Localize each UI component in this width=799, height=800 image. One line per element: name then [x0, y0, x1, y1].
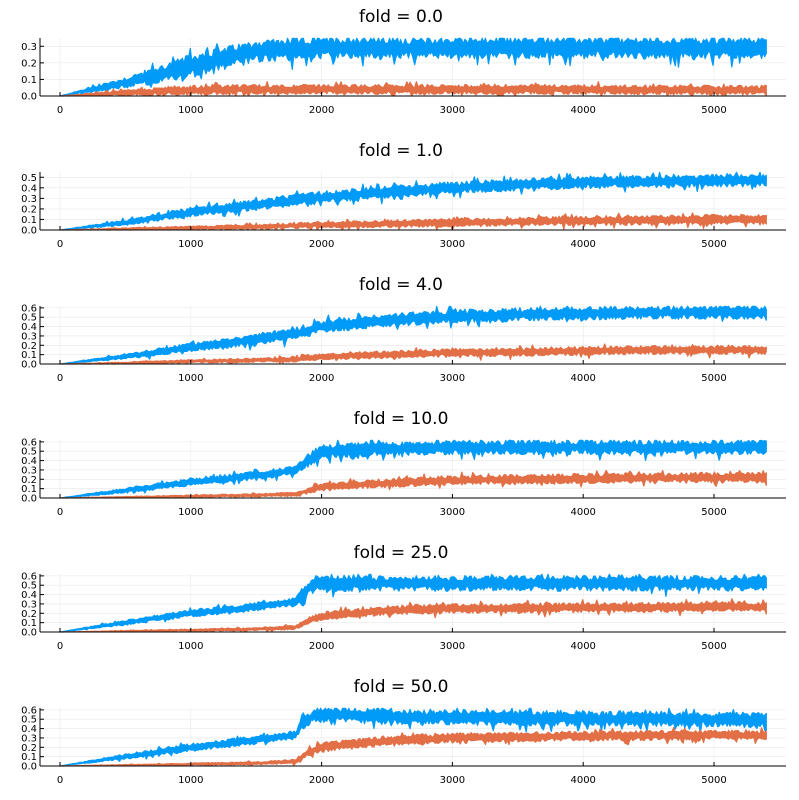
y-tick-label: 0.5 — [21, 447, 37, 458]
x-tick-label: 3000 — [440, 105, 465, 116]
y-tick-label: 0.0 — [21, 92, 37, 103]
x-tick-label: 1000 — [178, 641, 203, 652]
series-1-band — [59, 212, 767, 231]
x-tick-label: 2000 — [309, 775, 334, 786]
series-0-band — [59, 305, 767, 365]
subplot-title: fold = 25.0 — [354, 543, 449, 563]
y-tick-label: 0.6 — [21, 303, 37, 314]
y-tick-label: 0.2 — [21, 58, 37, 69]
y-tick-label: 0.0 — [21, 494, 37, 505]
series-1-band — [59, 81, 767, 97]
series-0-band — [59, 573, 767, 633]
x-tick-label: 4000 — [570, 641, 595, 652]
y-tick-label: 0.4 — [21, 456, 37, 467]
y-tick-label: 0.1 — [21, 75, 37, 86]
x-tick-label: 1000 — [178, 373, 203, 384]
y-tick-label: 0.1 — [21, 350, 37, 361]
subplot-2: fold = 4.0 0 1000 2000 3000 4000 5000 0.00.10.2… — [21, 275, 786, 384]
subplot-4: fold = 25.00 1000 2000 3000 4000 50000.00.10.… — [21, 543, 786, 652]
y-tick-label: 0.3 — [21, 733, 37, 744]
x-tick-label: 1000 — [178, 507, 203, 518]
series-0-band — [59, 707, 767, 767]
x-tick-label: 5000 — [701, 105, 726, 116]
x-tick-label: 3000 — [440, 239, 465, 250]
subplot-title: fold = 10.0 — [354, 409, 449, 429]
y-tick-label: 0.3 — [21, 465, 37, 476]
y-tick-label: 0.3 — [21, 599, 37, 610]
x-tick-label: 4000 — [570, 507, 595, 518]
x-tick-label: 5000 — [701, 507, 726, 518]
series-0-band — [59, 171, 767, 231]
y-tick-label: 0.0 — [21, 360, 37, 371]
series-1-band — [59, 726, 767, 767]
subplot-1: fold = 1.0 0 1000 2000 3000 4000 5000 0.00.10.2… — [21, 141, 786, 250]
x-tick-label: 3000 — [440, 641, 465, 652]
y-tick-label: 0.5 — [21, 173, 37, 184]
x-tick-label: 0 — [57, 239, 63, 250]
y-tick-label: 0.5 — [21, 715, 37, 726]
series-0-band — [59, 439, 767, 499]
x-tick-label: 5000 — [701, 239, 726, 250]
y-tick-label: 0.6 — [21, 705, 37, 716]
subplot-title: fold = 0.0 — [359, 7, 443, 27]
x-tick-label: 2000 — [309, 641, 334, 652]
x-tick-label: 5000 — [701, 641, 726, 652]
x-tick-label: 2000 — [309, 239, 334, 250]
y-tick-label: 0.1 — [21, 484, 37, 495]
series-1-band — [59, 598, 767, 633]
x-tick-label: 0 — [57, 373, 63, 384]
x-tick-label: 0 — [57, 775, 63, 786]
y-tick-label: 0.4 — [21, 183, 37, 194]
x-tick-label: 3000 — [440, 373, 465, 384]
y-tick-label: 0.4 — [21, 322, 37, 333]
y-tick-label: 0.3 — [21, 331, 37, 342]
y-tick-label: 0.1 — [21, 618, 37, 629]
y-tick-label: 0.0 — [21, 762, 37, 773]
y-tick-label: 0.3 — [21, 194, 37, 205]
x-tick-label: 5000 — [701, 775, 726, 786]
y-tick-label: 0.0 — [21, 226, 37, 237]
y-tick-label: 0.2 — [21, 204, 37, 215]
subplot-5: fold = 50.00 1000 2000 3000 4000 50000.00.10.… — [21, 677, 786, 786]
x-tick-label: 4000 — [570, 105, 595, 116]
series-1-band — [59, 469, 767, 499]
subplot-3: fold = 10.00 1000 2000 3000 4000 50000.00.10.… — [21, 409, 786, 518]
x-tick-label: 4000 — [570, 373, 595, 384]
y-tick-label: 0.3 — [21, 42, 37, 53]
subplot-title: fold = 50.0 — [354, 677, 449, 697]
subplot-title: fold = 1.0 — [359, 141, 443, 161]
subplot-0: fold = 0.0 0 1000 2000 3000 4000 5000 0.0 0.1 0.2… — [21, 7, 786, 116]
y-tick-label: 0.0 — [21, 628, 37, 639]
x-tick-label: 2000 — [309, 373, 334, 384]
x-tick-label: 4000 — [570, 775, 595, 786]
x-tick-label: 2000 — [309, 105, 334, 116]
series-1-band — [59, 343, 767, 365]
y-tick-label: 0.2 — [21, 743, 37, 754]
subplot-title: fold = 4.0 — [359, 275, 443, 295]
y-tick-label: 0.4 — [21, 724, 37, 735]
y-tick-label: 0.5 — [21, 313, 37, 324]
x-tick-label: 1000 — [178, 105, 203, 116]
x-tick-label: 5000 — [701, 373, 726, 384]
x-tick-label: 2000 — [309, 507, 334, 518]
y-tick-label: 0.2 — [21, 609, 37, 620]
y-tick-label: 0.2 — [21, 475, 37, 486]
x-tick-label: 0 — [57, 641, 63, 652]
y-tick-label: 0.1 — [21, 752, 37, 763]
x-tick-label: 0 — [57, 507, 63, 518]
x-tick-label: 3000 — [440, 507, 465, 518]
series-0-band — [59, 37, 767, 97]
y-tick-label: 0.1 — [21, 215, 37, 226]
x-tick-label: 1000 — [178, 239, 203, 250]
y-tick-label: 0.6 — [21, 571, 37, 582]
x-tick-label: 3000 — [440, 775, 465, 786]
x-tick-label: 1000 — [178, 775, 203, 786]
y-tick-label: 0.2 — [21, 341, 37, 352]
x-tick-label: 4000 — [570, 239, 595, 250]
y-tick-label: 0.6 — [21, 437, 37, 448]
y-tick-label: 0.5 — [21, 581, 37, 592]
x-tick-label: 0 — [57, 105, 63, 116]
y-tick-label: 0.4 — [21, 590, 37, 601]
